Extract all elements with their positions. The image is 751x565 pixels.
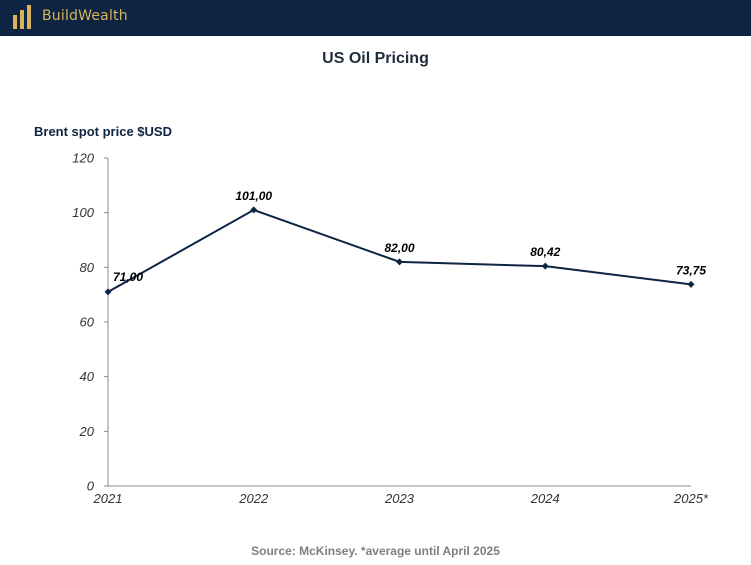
data-label: 73,75 — [676, 263, 706, 277]
data-label: 101,00 — [235, 189, 272, 203]
data-label: 82,00 — [384, 241, 414, 255]
y-tick-label: 80 — [80, 260, 95, 275]
x-tick-label: 2024 — [530, 491, 560, 506]
brand-name: BuildWealth — [42, 8, 128, 24]
top-bar: BuildWealth — [0, 0, 751, 36]
y-tick-label: 40 — [80, 369, 95, 384]
y-tick-label: 120 — [72, 151, 94, 166]
y-tick-label: 20 — [79, 424, 95, 439]
x-tick-label: 2023 — [384, 491, 415, 506]
x-tick-label: 2025* — [673, 491, 709, 506]
source-note: Source: McKinsey. *average until April 2… — [251, 544, 500, 558]
y-tick-label: 60 — [80, 315, 95, 330]
data-label: 80,42 — [530, 245, 560, 259]
y-axis-label: Brent spot price $USD — [34, 124, 172, 139]
chart-title: US Oil Pricing — [322, 50, 429, 67]
y-tick-label: 100 — [72, 205, 94, 220]
x-tick-label: 2022 — [238, 491, 269, 506]
data-point — [104, 288, 112, 296]
data-point — [396, 258, 403, 266]
bar-pillars-icon — [13, 5, 31, 29]
x-tick-label: 2021 — [93, 491, 123, 506]
data-point — [687, 280, 695, 288]
y-tick-label: 0 — [87, 479, 95, 494]
data-point — [541, 262, 549, 270]
data-point — [250, 206, 258, 214]
data-label: 71,00 — [113, 270, 143, 284]
